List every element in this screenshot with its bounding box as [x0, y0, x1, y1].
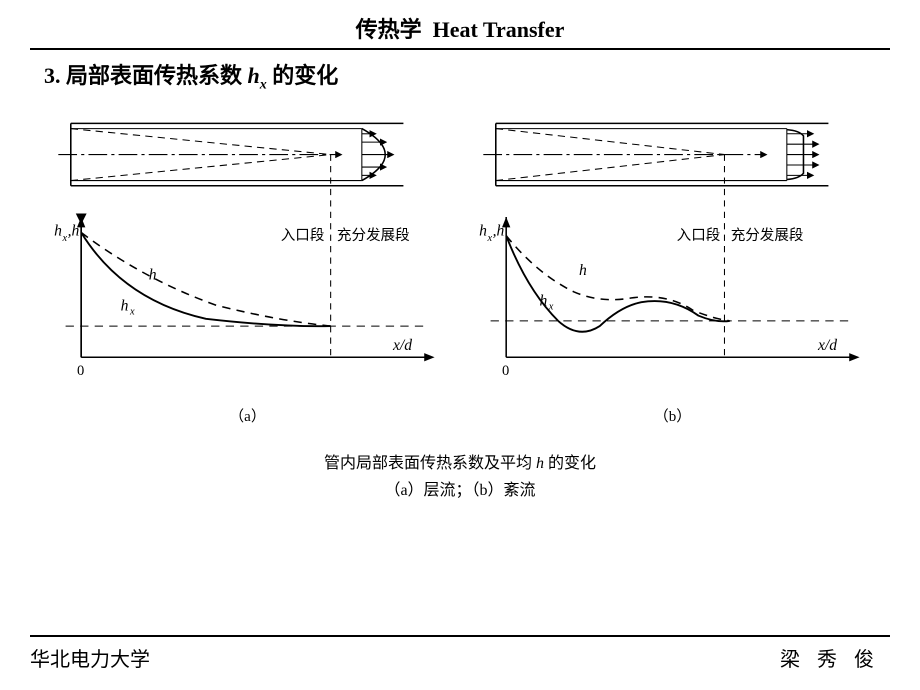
- figure-area: h x ,h h h x 入口段 充分发展段 x/d 0 （a）: [50, 113, 870, 426]
- panel-b: h x ,h h h x 入口段 充分发展段 x/d 0 （b）: [475, 113, 870, 426]
- header-zh: 传热学: [356, 17, 422, 42]
- full-label-b: 充分发展段: [731, 227, 804, 244]
- origin-b: 0: [502, 363, 509, 379]
- full-label-a: 充分发展段: [337, 227, 410, 244]
- origin-a: 0: [77, 363, 84, 379]
- svg-text:,h: ,h: [68, 223, 80, 240]
- curve-h-label: h: [149, 267, 157, 284]
- curve-hx-label-b: h: [539, 293, 547, 310]
- panel-b-svg: h x ,h h h x 入口段 充分发展段 x/d 0: [475, 113, 870, 394]
- panel-a: h x ,h h h x 入口段 充分发展段 x/d 0 （a）: [50, 113, 445, 426]
- svg-text:h: h: [479, 223, 487, 240]
- caption-line2: （a）层流；（b）紊流: [384, 482, 535, 499]
- section-number: 3.: [44, 63, 61, 88]
- curve-hx-sub: x: [129, 307, 135, 318]
- section-sub: x: [260, 77, 267, 92]
- section-var: h: [248, 63, 260, 88]
- curve-hx-sub-b: x: [548, 302, 554, 313]
- svg-text:x: x: [486, 233, 492, 244]
- footer-left: 华北电力大学: [30, 643, 150, 672]
- caption-line1-a: 管内局部表面传热系数及平均: [324, 455, 532, 472]
- curve-hx-label: h: [121, 298, 129, 315]
- svg-text:h: h: [54, 223, 62, 240]
- section-text-a: 局部表面传热系数: [66, 63, 242, 88]
- xaxis-label-a: x/d: [392, 337, 412, 354]
- xaxis-label-b: x/d: [817, 337, 837, 354]
- panel-b-label: （b）: [475, 405, 870, 426]
- panel-a-label: （a）: [50, 405, 445, 426]
- page-footer: 华北电力大学 梁 秀 俊: [30, 635, 890, 672]
- figure-caption: 管内局部表面传热系数及平均 h 的变化 （a）层流；（b）紊流: [30, 450, 890, 504]
- page-header: 传热学 Heat Transfer: [30, 12, 890, 50]
- section-title: 3. 局部表面传热系数 hx 的变化: [44, 58, 890, 93]
- svg-text:x: x: [61, 233, 67, 244]
- entry-label-b: 入口段: [677, 227, 721, 244]
- svg-text:,h: ,h: [493, 223, 505, 240]
- entry-label-a: 入口段: [281, 227, 325, 244]
- footer-right: 梁 秀 俊: [780, 643, 890, 672]
- panel-a-svg: h x ,h h h x 入口段 充分发展段 x/d 0: [50, 113, 445, 394]
- caption-h: h: [536, 455, 544, 472]
- caption-line1-b: 的变化: [548, 455, 596, 472]
- curve-h-label-b: h: [579, 263, 587, 280]
- header-en: Heat Transfer: [433, 17, 565, 42]
- section-text-b: 的变化: [272, 63, 338, 88]
